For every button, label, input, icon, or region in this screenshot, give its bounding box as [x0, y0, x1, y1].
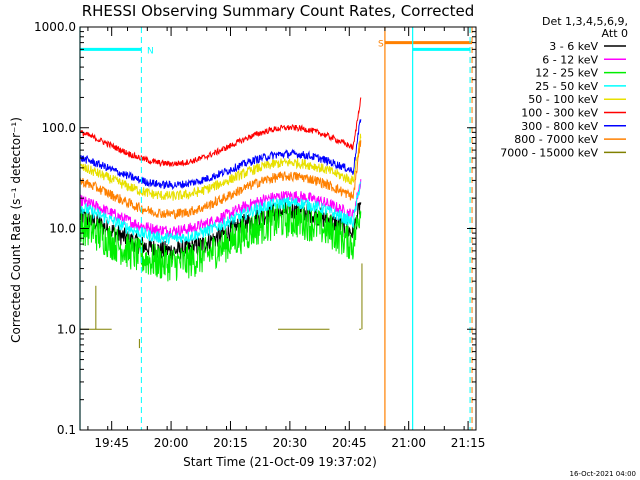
- x-tick-label: 21:00: [391, 436, 426, 450]
- y-axis-label: Corrected Count Rate (s⁻¹ detector⁻¹): [9, 117, 23, 343]
- legend-label-7: 800 - 7000 keV: [514, 133, 598, 146]
- series-line-2: [79, 203, 362, 282]
- y-tick-label: 0.1: [57, 423, 76, 437]
- series-line-7: [79, 140, 362, 220]
- legend-label-1: 6 - 12 keV: [542, 53, 598, 66]
- y-tick-label: 1000.0: [34, 20, 76, 34]
- chart-title: RHESSI Observing Summary Count Rates, Co…: [82, 2, 475, 20]
- period-label-0: N: [147, 46, 154, 56]
- y-tick-label: 100.0: [42, 121, 76, 135]
- legend-label-2: 12 - 25 keV: [535, 67, 598, 80]
- legend-label-4: 50 - 100 keV: [528, 93, 598, 106]
- legend-label-5: 100 - 300 keV: [521, 107, 598, 120]
- x-tick-label: 20:30: [273, 436, 308, 450]
- footer-date: 16-Oct-2021 04:00: [570, 470, 636, 478]
- legend-label-0: 3 - 6 keV: [549, 40, 598, 53]
- series-line-5: [79, 97, 362, 168]
- legend-label-3: 25 - 50 keV: [535, 80, 598, 93]
- legend-header: Det 1,3,4,5,6,9,: [542, 15, 628, 28]
- legend-label-6: 300 - 800 keV: [521, 120, 598, 133]
- x-tick-label: 20:15: [213, 436, 248, 450]
- x-tick-label: 21:15: [451, 436, 486, 450]
- series-line-4: [79, 133, 362, 201]
- legend-header-att: Att 0: [602, 27, 628, 40]
- x-tick-label: 20:00: [154, 436, 189, 450]
- plot-area: NS: [79, 26, 477, 431]
- y-axis: 0.1 1.0 10.0 100.0 1000.0: [34, 20, 476, 437]
- x-tick-label: 19:45: [94, 436, 129, 450]
- y-tick-label: 10.0: [49, 222, 76, 236]
- series-line-6: [79, 119, 362, 191]
- x-axis: 19:45 20:00 20:15 20:30 20:45 21:00 21:15: [87, 27, 486, 450]
- x-tick-label: 20:45: [332, 436, 367, 450]
- series-line-3: [79, 181, 362, 245]
- x-axis-label: Start Time (21-Oct-09 19:37:02): [183, 455, 377, 469]
- legend-label-8: 7000 - 15000 keV: [500, 146, 598, 159]
- series-line-1: [79, 179, 362, 238]
- y-tick-label: 1.0: [57, 322, 76, 336]
- period-label-1: S: [378, 40, 384, 50]
